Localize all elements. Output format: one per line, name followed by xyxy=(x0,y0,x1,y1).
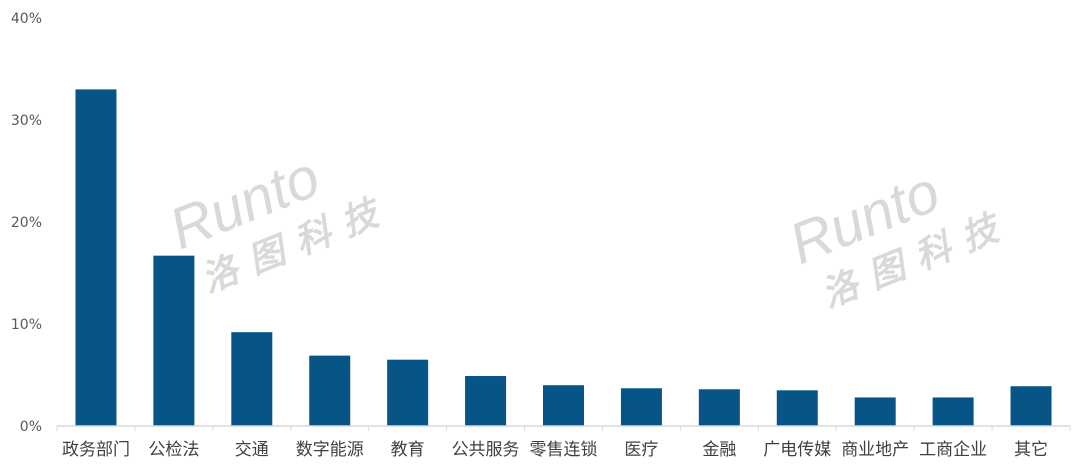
bar-10 xyxy=(854,397,896,426)
bar-7 xyxy=(620,388,662,426)
x-category-label: 零售连锁 xyxy=(530,440,598,460)
y-tick-label: 30% xyxy=(11,113,42,129)
x-category-label: 数字能源 xyxy=(296,440,364,460)
x-category-label: 广电传媒 xyxy=(763,440,831,460)
bar-0 xyxy=(75,89,117,427)
bars xyxy=(75,89,1052,427)
bar-12 xyxy=(1010,386,1052,426)
bar-11 xyxy=(932,397,974,426)
x-category-label: 商业地产 xyxy=(841,440,909,460)
bar-4 xyxy=(387,359,429,426)
bar-3 xyxy=(309,355,351,426)
bar-9 xyxy=(776,390,818,426)
bar-8 xyxy=(698,389,740,426)
x-category-label: 交通 xyxy=(235,440,269,460)
x-category-label: 公共服务 xyxy=(452,440,520,460)
bar-5 xyxy=(465,376,507,426)
y-tick-label: 0% xyxy=(20,419,42,435)
y-tick-label: 40% xyxy=(11,11,42,27)
y-tick-label: 10% xyxy=(11,317,42,333)
x-category-label: 金融 xyxy=(702,440,736,460)
x-category-label: 政务部门 xyxy=(62,440,130,460)
bar-6 xyxy=(543,385,584,426)
y-tick-label: 20% xyxy=(11,215,42,231)
x-category-label: 工商企业 xyxy=(919,440,987,460)
bar-1 xyxy=(153,255,195,426)
x-category-label: 其它 xyxy=(1014,440,1048,460)
x-category-label: 公检法 xyxy=(148,440,199,460)
x-category-label: 医疗 xyxy=(624,440,658,460)
x-axis: 政务部门 公检法 交通 数字能源 教育 公共服务 零售连锁 医疗 金融 广电传媒 商业地产 工商企业 其… xyxy=(56,425,1071,460)
bar-2 xyxy=(231,332,273,426)
x-category-label: 教育 xyxy=(391,440,425,460)
y-axis: 0% 10% 20% 30% 40% xyxy=(11,11,42,435)
